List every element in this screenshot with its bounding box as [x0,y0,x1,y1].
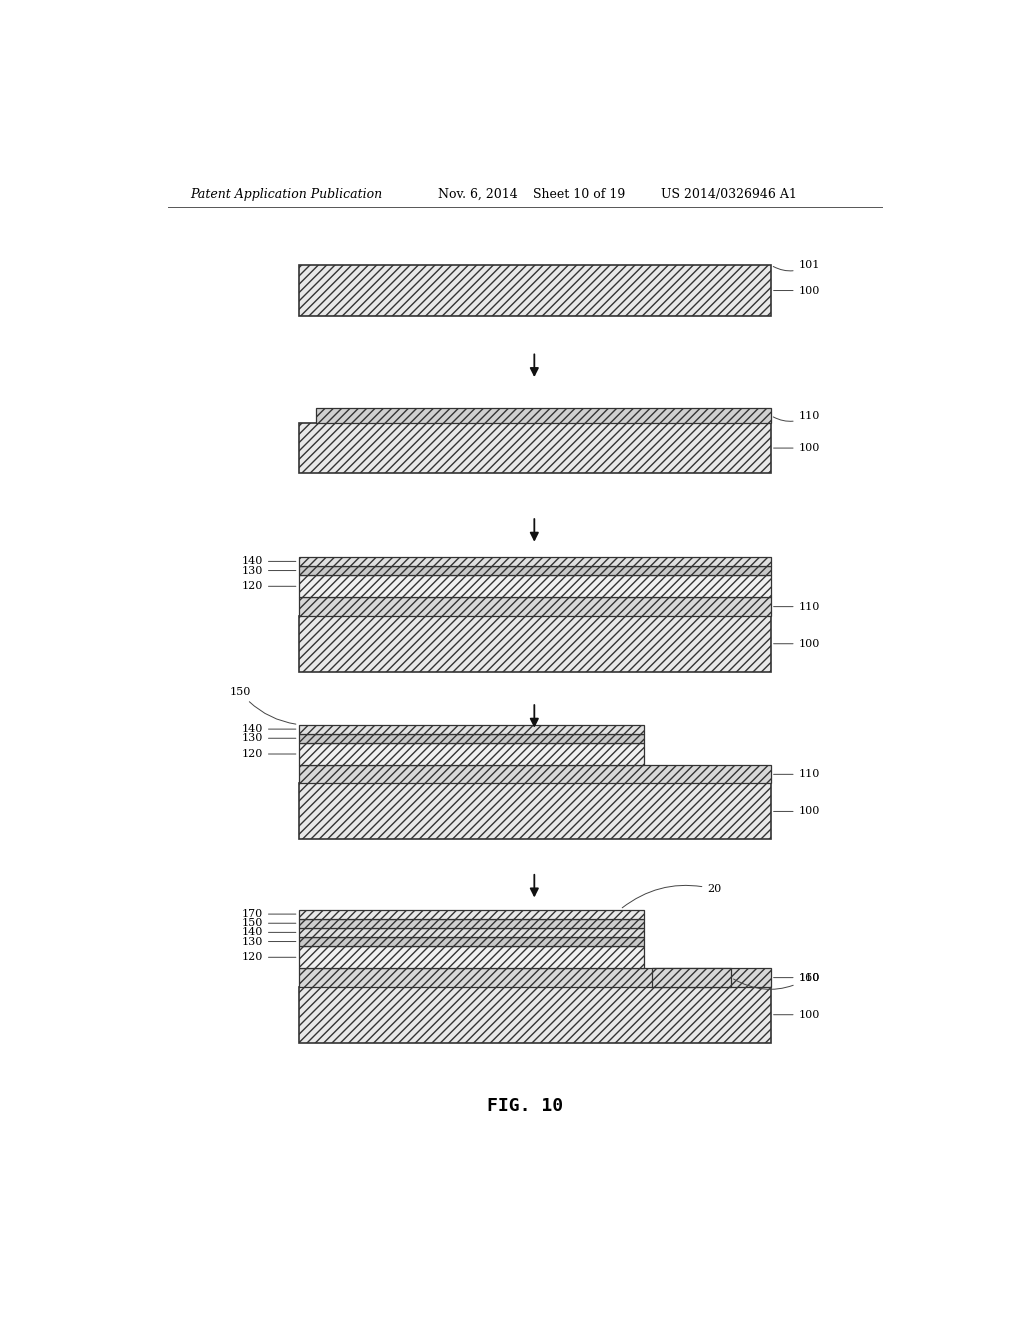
Bar [299,566,771,576]
Text: 150: 150 [229,686,296,725]
Bar [299,725,644,734]
Text: 160: 160 [733,973,820,989]
Bar [316,408,771,422]
Text: Nov. 6, 2014: Nov. 6, 2014 [437,187,517,201]
Bar [299,598,771,615]
Text: 120: 120 [242,952,296,962]
Bar [652,969,731,987]
Bar [299,766,771,784]
Text: 170: 170 [242,909,296,919]
Bar [299,946,644,969]
Bar [299,265,771,315]
Text: 120: 120 [242,581,296,591]
Text: FIG. 10: FIG. 10 [486,1097,563,1114]
Bar [299,928,644,937]
Text: 100: 100 [773,639,820,648]
Text: 140: 140 [242,928,296,937]
Bar [299,615,771,672]
Text: 150: 150 [242,919,296,928]
Bar [299,937,644,946]
Bar [299,557,771,566]
Text: 130: 130 [242,936,296,946]
Text: 110: 110 [773,602,820,611]
Bar [299,969,771,987]
Bar [299,734,644,743]
Text: 100: 100 [773,444,820,453]
Text: 140: 140 [242,557,296,566]
Bar [299,909,644,919]
Text: 100: 100 [773,807,820,817]
Text: 140: 140 [242,725,296,734]
Bar [299,987,771,1043]
Text: 110: 110 [773,411,820,421]
Text: 130: 130 [242,733,296,743]
Text: US 2014/0326946 A1: US 2014/0326946 A1 [662,187,797,201]
Text: 110: 110 [773,973,820,982]
Bar [299,743,644,766]
Text: 100: 100 [773,285,820,296]
Bar [299,422,771,474]
Bar [299,919,644,928]
Text: 120: 120 [242,748,296,759]
Bar [299,576,771,598]
Text: 110: 110 [773,770,820,779]
Text: 20: 20 [623,884,722,908]
Text: Patent Application Publication: Patent Application Publication [189,187,382,201]
Bar [299,784,771,840]
Text: 101: 101 [773,260,820,271]
Text: Sheet 10 of 19: Sheet 10 of 19 [532,187,625,201]
Text: 130: 130 [242,565,296,576]
Text: 100: 100 [773,1010,820,1020]
